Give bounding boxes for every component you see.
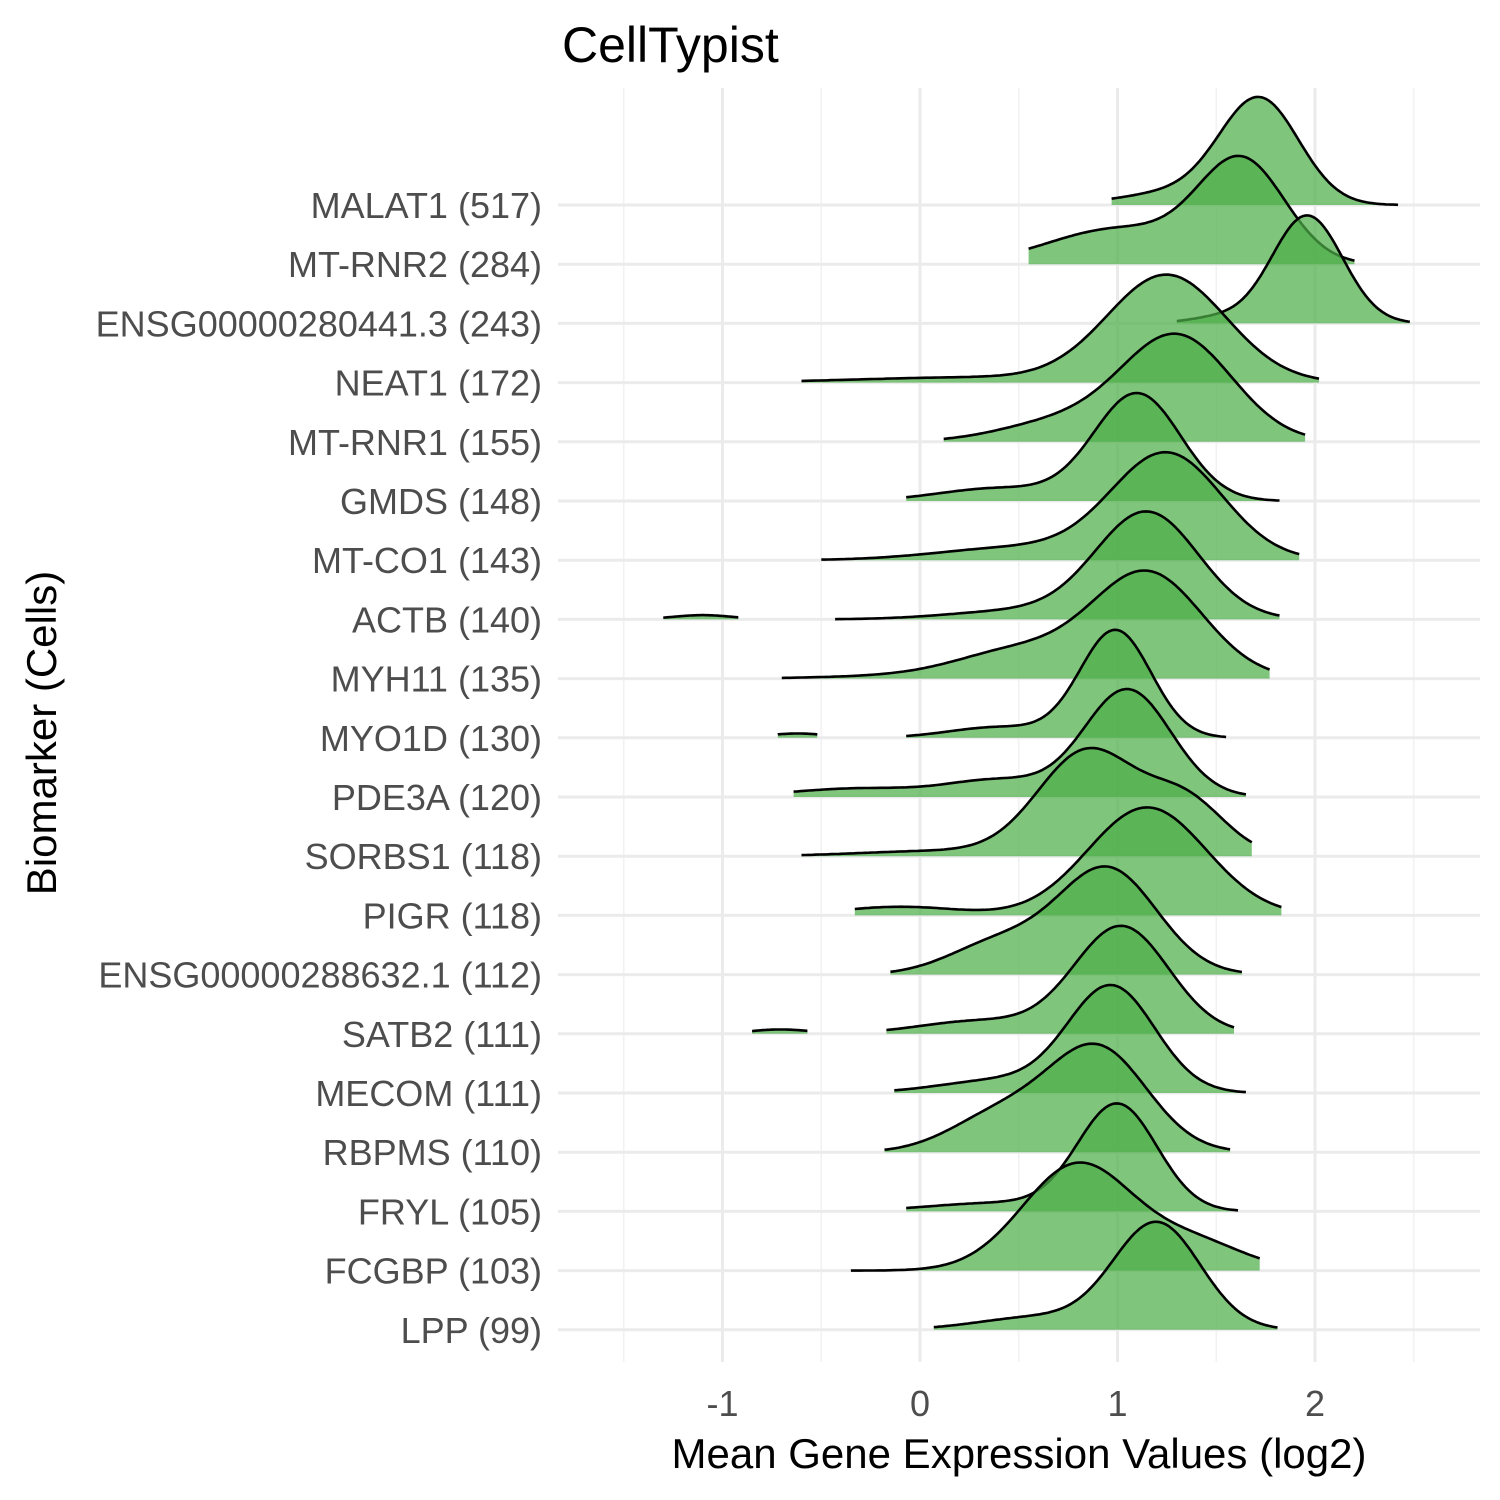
ridge-outline [1111,95,1399,207]
ridge-outline [943,332,1306,441]
y-tick-label: MT-CO1 (143) [312,540,542,581]
y-tick-label: GMDS (148) [340,481,542,522]
y-tick-label: MT-RNR1 (155) [288,422,542,463]
ridge-mt-rnr1 [943,332,1306,442]
y-tick-label: SATB2 (111) [342,1014,542,1055]
ridge-fill [933,1221,1278,1330]
ridge-fill [821,452,1300,561]
y-tick-label: MECOM (111) [315,1073,542,1114]
ridge-fill [906,1103,1238,1212]
ridge-outline [781,569,1271,680]
y-tick-label: PDE3A (120) [332,777,542,818]
y-tick-label: ACTB (140) [352,599,542,640]
ridge-outline [886,924,1235,1032]
y-tick-label: MYH11 (135) [331,659,542,700]
ridge-fill [1176,215,1410,324]
ridge-outline [854,806,1282,912]
y-axis-title: Biomarker (Cells) [18,571,65,895]
ridge-fill [894,985,1246,1093]
ridge-outline [793,687,1247,796]
ridge-fill [943,333,1306,442]
y-tick-label: ENSG00000288632.1 (112) [98,955,542,996]
x-tick-label: 1 [1107,1383,1127,1424]
ridge-mecom [894,983,1246,1094]
ridge-outline [835,510,1280,621]
ridge-fill [801,274,1319,383]
ridge-outline [662,613,739,619]
ridge-fill [850,1162,1260,1271]
ridge-fill [886,925,1234,1034]
ridge-satb2 [751,924,1235,1034]
y-tick-labels: MALAT1 (517) MT-RNR2 (284) ENSG00000280441… [96,185,542,1351]
x-tick-label: -1 [706,1383,738,1424]
y-tick-label: SORBS1 (118) [305,836,542,877]
ridge-outline [751,1028,809,1033]
y-tick-label: MT-RNR2 (284) [288,244,542,285]
ridge-outline [890,865,1243,974]
ridge-outline [776,732,819,736]
ridge-mt-co1 [821,450,1300,561]
ridge-outline [906,391,1280,502]
ridge-outline [906,1102,1239,1212]
ridge-fill [1028,155,1355,265]
y-tick-label: FRYL (105) [358,1191,542,1232]
y-tick-label: LPP (99) [401,1310,542,1351]
ridge-fryl [906,1102,1239,1212]
ridge-outline [906,628,1227,739]
x-tick-labels: -1 0 1 2 [706,1383,1325,1424]
ridge-fill [781,570,1270,679]
y-tick-label: NEAT1 (172) [335,363,542,404]
ridge-fill [854,807,1282,916]
x-tick-label: 0 [910,1383,930,1424]
ridge-outline [894,983,1246,1094]
ridge-outline [884,1042,1231,1151]
ridge-outline [850,1161,1261,1272]
y-tick-label: RBPMS (110) [323,1132,542,1173]
ridge-fcgbp [850,1161,1261,1272]
ridge-neat1 [801,273,1320,383]
y-tick-label: MALAT1 (517) [311,185,542,226]
ridge-outline [801,273,1320,383]
ridge-outline [821,450,1300,561]
chart-title: CellTypist [562,17,779,73]
y-tick-label: FCGBP (103) [325,1251,542,1292]
x-tick-label: 2 [1305,1383,1325,1424]
ridge-myh11 [781,569,1271,680]
ridge-outline [933,1220,1278,1329]
ridge-pigr [854,806,1282,916]
y-tick-label: MYO1D (130) [320,718,542,759]
ridge-malat1 [1111,95,1399,207]
ridge-outline [801,746,1253,857]
y-tick-label: ENSG00000280441.3 (243) [96,303,542,344]
ridges [662,95,1410,1330]
ridge-lpp [933,1220,1278,1330]
x-axis-title: Mean Gene Expression Values (log2) [672,1430,1367,1477]
y-tick-label: PIGR (118) [363,895,542,936]
ridge-pde3a [793,687,1247,797]
